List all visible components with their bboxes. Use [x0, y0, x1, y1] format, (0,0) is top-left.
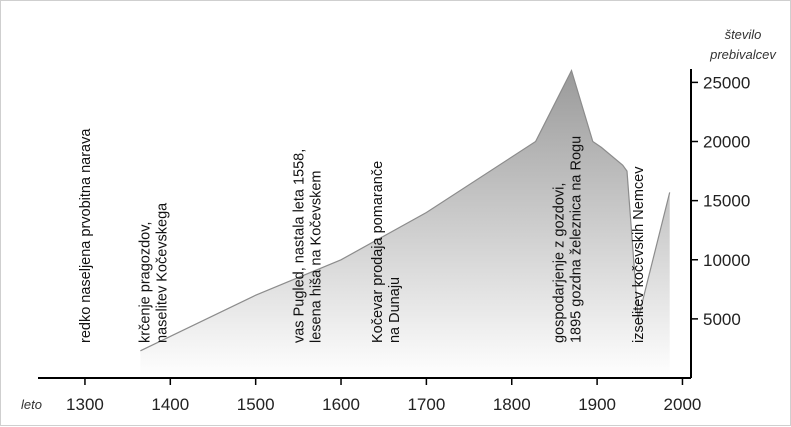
- annotation-2-line-1: lesena hiša na Kočevskem: [308, 171, 324, 344]
- annotation-4-line-0: gospodarjenje z gozdovi,: [552, 183, 568, 343]
- annotation-1-line-1: naselitev Kočevskega: [155, 202, 171, 343]
- y-axis-label-line-1: število: [725, 27, 762, 42]
- y-axis-label-line-2: prebivalcev: [709, 47, 777, 62]
- x-tick-label-1700: 1700: [407, 395, 445, 414]
- annotation-3-line-0: Kočevar prodaja pomaranče: [370, 161, 386, 343]
- y-tick-label-5000: 5000: [703, 310, 741, 329]
- annotation-1-line-0: krčenje pragozdov,: [138, 222, 154, 343]
- annotation-0-line-0: redko naseljena prvobitna narava: [78, 128, 94, 343]
- x-axis-label: leto: [21, 397, 42, 412]
- y-tick-label-15000: 15000: [703, 192, 750, 211]
- x-tick-label-1400: 1400: [151, 395, 189, 414]
- annotation-2-line-0: vas Pugled, nastala leta 1558,: [291, 149, 307, 343]
- x-tick-label-1300: 1300: [66, 395, 104, 414]
- y-tick-label-10000: 10000: [703, 251, 750, 270]
- annotation-3-line-1: na Dunaju: [387, 277, 403, 343]
- y-tick-label-25000: 25000: [703, 73, 750, 92]
- population-line-series-0: [140, 68, 671, 352]
- annotation-4-line-1: 1895 gozdna železnica na Rogu: [569, 136, 585, 343]
- y-tick-label-20000: 20000: [703, 133, 750, 152]
- x-tick-label-2000: 2000: [664, 395, 702, 414]
- population-area-series-0: [140, 70, 670, 378]
- x-tick-label-1900: 1900: [578, 395, 616, 414]
- x-tick-label-1600: 1600: [322, 395, 360, 414]
- annotation-5-line-0: izselitev kočevskih Nemcev: [631, 166, 647, 343]
- x-tick-label-1800: 1800: [493, 395, 531, 414]
- x-tick-label-1500: 1500: [237, 395, 275, 414]
